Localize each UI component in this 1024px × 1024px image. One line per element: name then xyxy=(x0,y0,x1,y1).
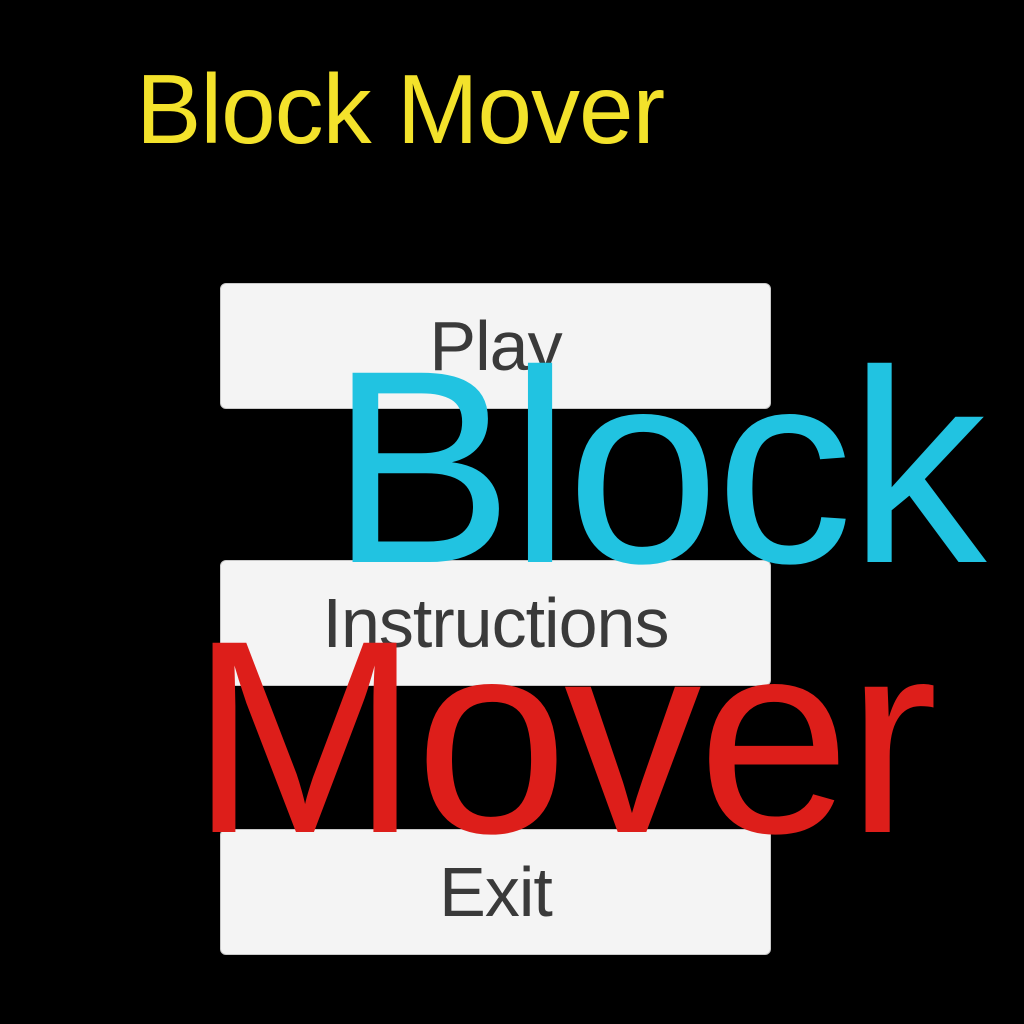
play-button-label: Play xyxy=(429,307,562,385)
exit-button[interactable]: Exit xyxy=(220,829,771,955)
play-button[interactable]: Play xyxy=(220,283,771,409)
instructions-button-label: Instructions xyxy=(322,584,670,662)
exit-button-label: Exit xyxy=(439,853,553,931)
instructions-button[interactable]: Instructions xyxy=(220,560,771,686)
game-title: Block Mover xyxy=(136,54,665,164)
